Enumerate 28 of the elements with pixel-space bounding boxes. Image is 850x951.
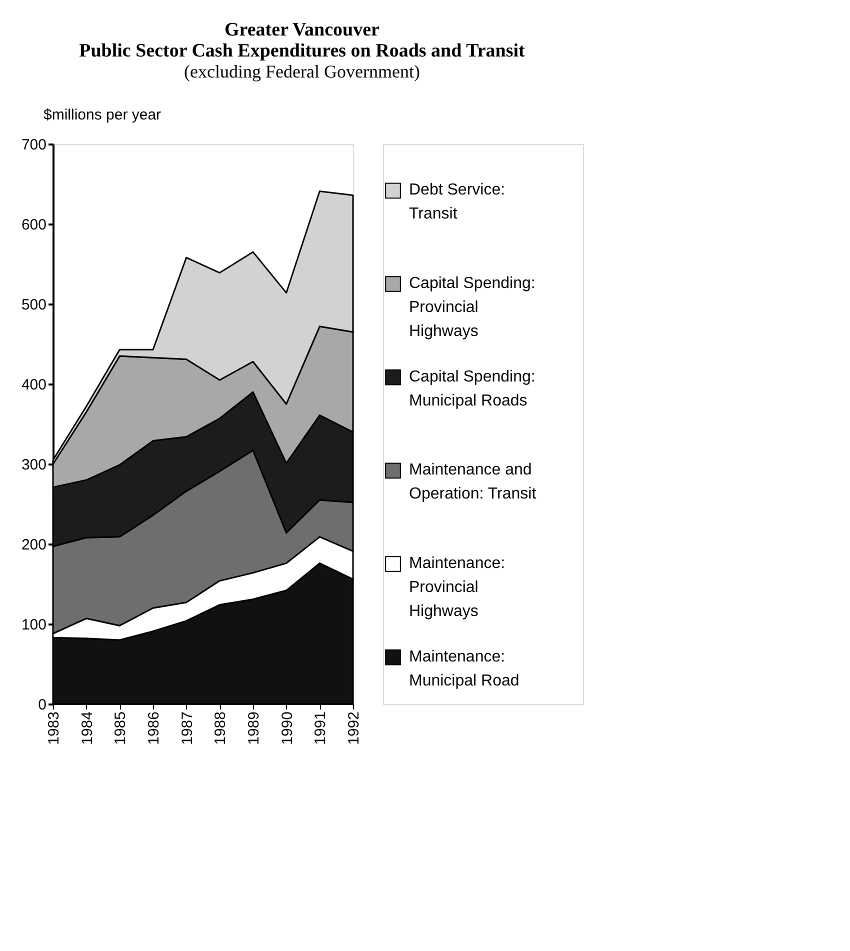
y-tick-label: 200 [21, 536, 46, 554]
legend-label: Capital Spending: Municipal Roads [409, 368, 536, 410]
x-tick-label: 1991 [312, 712, 330, 745]
y-tick-label: 600 [21, 216, 46, 234]
y-axis-title: $millions per year [44, 106, 162, 124]
legend-label: Maintenance: Municipal Road [409, 648, 520, 690]
text: Public Sector Cash Expenditures on Roads and Transit [79, 40, 525, 62]
text: Greater Vancouver [224, 20, 380, 40]
legend-label: Debt Service: Transit [409, 182, 506, 223]
y-tick-label: 0 [38, 696, 46, 714]
x-tick-label: 1990 [278, 712, 296, 745]
x-tick-label: 1992 [346, 712, 362, 745]
chart-subtitle: (excluding Federal Government) [184, 62, 420, 82]
y-tick-label: 100 [21, 616, 46, 634]
y-tick-label: 400 [21, 376, 46, 394]
x-tick-label: 1983 [46, 712, 62, 745]
legend-label: Maintenance and Operation: Transit [409, 462, 537, 503]
y-tick-label: 700 [21, 136, 46, 154]
x-tick-label: 1984 [78, 712, 96, 745]
x-tick-label: 1988 [212, 712, 230, 745]
x-tick-label: 1989 [246, 712, 262, 745]
x-tick-label: 1986 [146, 712, 162, 745]
legend-label: Maintenance: Provincial Highways [409, 555, 506, 620]
y-tick-label: 500 [21, 296, 46, 314]
legend-label: Capital Spending: Provincial Highways [409, 275, 536, 340]
x-tick-label: 1985 [112, 712, 130, 745]
y-tick-label: 300 [21, 456, 46, 474]
x-tick-label: 1987 [178, 712, 196, 745]
